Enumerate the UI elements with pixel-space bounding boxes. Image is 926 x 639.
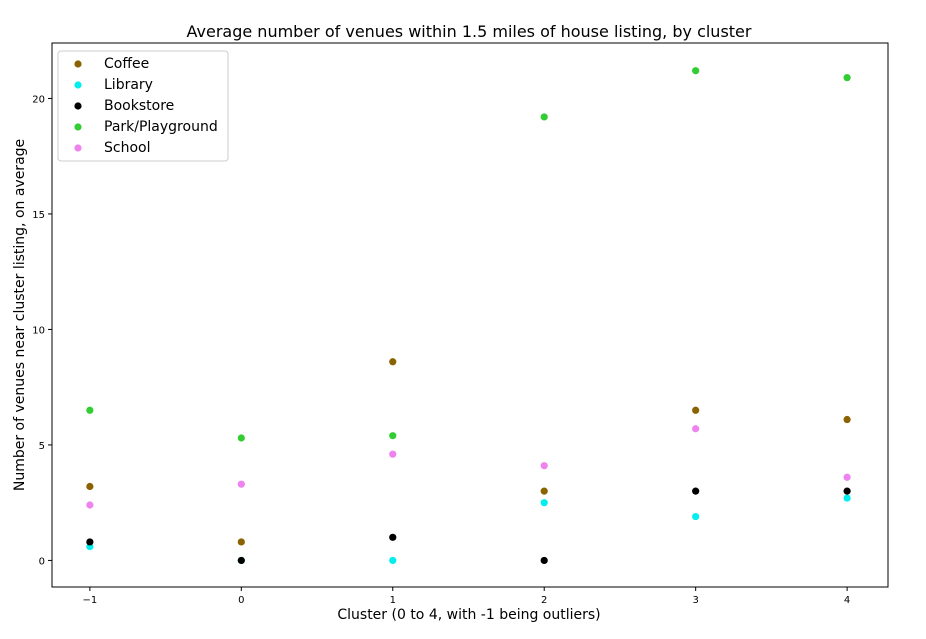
y-tick-label: 10 xyxy=(32,325,45,336)
legend-marker-park-playground xyxy=(74,123,82,131)
legend-marker-bookstore xyxy=(74,102,82,110)
point-coffee xyxy=(86,482,94,491)
legend-label-park-playground: Park/Playground xyxy=(104,119,218,135)
x-tick-label: 0 xyxy=(238,595,244,606)
point-school xyxy=(237,480,245,488)
point-library xyxy=(540,499,548,507)
point-library xyxy=(692,512,700,521)
point-library xyxy=(843,494,851,502)
plot-area-frame xyxy=(51,42,889,588)
chart-title: Average number of venues within 1.5 mile… xyxy=(187,22,752,41)
legend-label-bookstore: Bookstore xyxy=(104,98,174,114)
legend-label-coffee: Coffee xyxy=(104,56,149,72)
data-points xyxy=(86,67,851,565)
x-tick-label: 4 xyxy=(844,595,850,606)
x-axis: −1 0 1 2 3 4 xyxy=(82,587,850,606)
x-tick-label: −1 xyxy=(82,595,97,606)
x-tick-label: 1 xyxy=(390,595,396,606)
point-park-playground xyxy=(540,113,548,121)
point-school xyxy=(540,462,548,470)
point-library xyxy=(389,556,397,565)
legend: Coffee Library Bookstore Park/Playground Sch… xyxy=(57,50,229,162)
y-tick-label: 5 xyxy=(39,441,45,452)
x-tick-label: 3 xyxy=(692,595,698,606)
point-coffee xyxy=(692,406,700,414)
point-school xyxy=(389,450,397,458)
x-axis-label: Cluster (0 to 4, with -1 being outliers) xyxy=(337,607,600,623)
x-tick-label: 2 xyxy=(541,595,547,606)
legend-label-school: School xyxy=(104,140,150,156)
y-axis-label: Number of venues near cluster listing, o… xyxy=(12,139,28,491)
point-park-playground xyxy=(86,406,94,414)
point-coffee xyxy=(540,487,548,495)
point-coffee xyxy=(389,358,397,366)
point-school xyxy=(692,425,700,433)
legend-marker-school xyxy=(74,144,82,152)
point-park-playground xyxy=(237,434,245,442)
point-bookstore xyxy=(389,533,397,541)
y-tick-label: 20 xyxy=(32,94,45,105)
point-park-playground xyxy=(692,67,700,75)
point-bookstore xyxy=(843,487,851,495)
y-tick-label: 0 xyxy=(39,556,45,567)
legend-marker-coffee xyxy=(74,60,82,68)
point-bookstore xyxy=(237,556,245,565)
point-coffee xyxy=(237,538,245,546)
y-tick-label: 15 xyxy=(32,210,45,221)
legend-frame xyxy=(57,50,229,162)
point-park-playground xyxy=(843,74,851,82)
point-bookstore xyxy=(692,487,700,495)
point-school xyxy=(843,473,851,481)
point-school xyxy=(86,501,94,509)
legend-label-library: Library xyxy=(104,77,153,93)
legend-marker-library xyxy=(74,81,82,89)
y-axis: 0 5 10 15 20 xyxy=(32,94,52,567)
point-bookstore xyxy=(86,538,94,546)
point-bookstore xyxy=(540,556,548,565)
point-coffee xyxy=(843,415,851,424)
point-park-playground xyxy=(389,432,397,440)
